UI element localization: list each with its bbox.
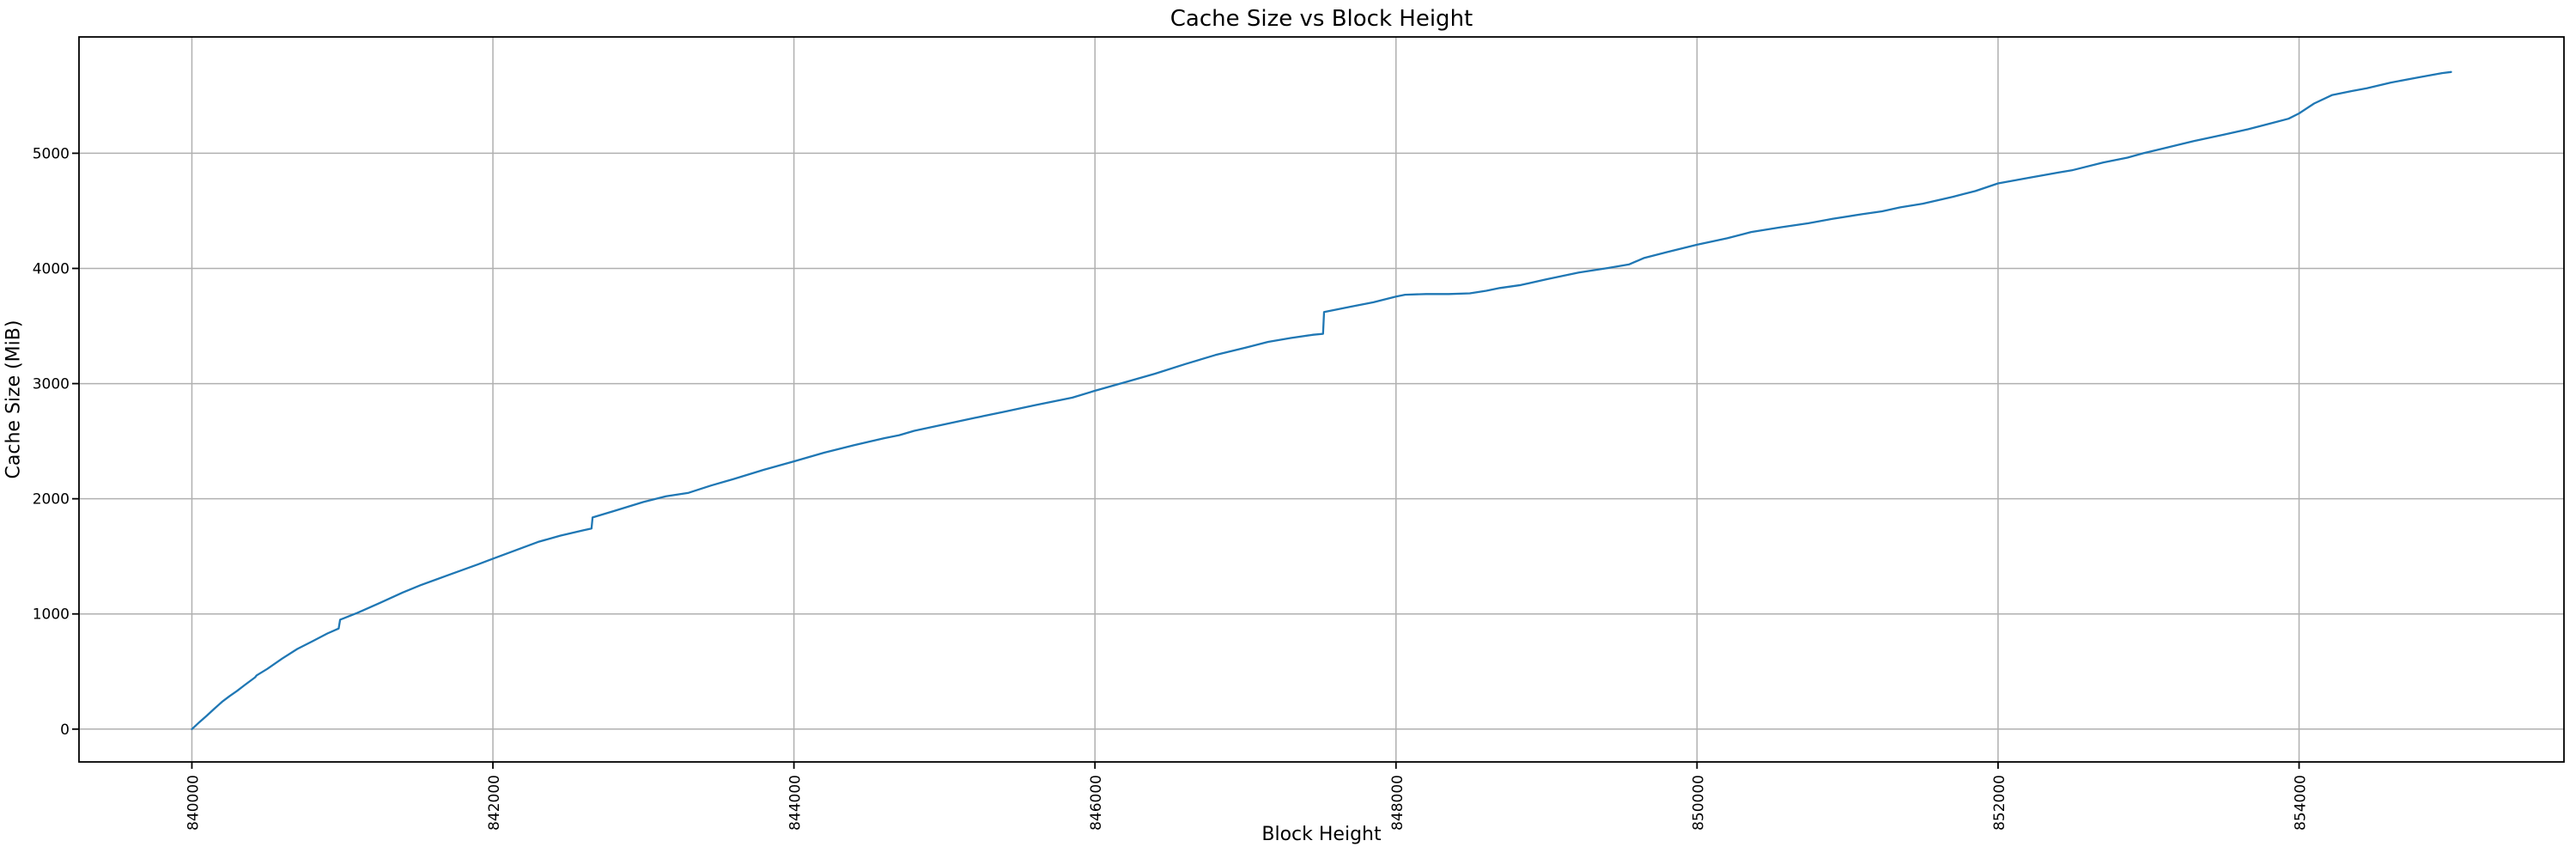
data-line-cache-size xyxy=(191,70,2452,730)
x-tick-label: 850000 xyxy=(1690,775,1707,831)
y-tick-label: 0 xyxy=(60,722,70,739)
y-tick-label: 2000 xyxy=(33,491,70,509)
x-tick-label: 854000 xyxy=(2292,775,2309,831)
x-tick-label: 842000 xyxy=(486,775,503,831)
x-tick-label: 846000 xyxy=(1088,775,1105,831)
x-tick-label: 844000 xyxy=(787,775,805,831)
plot-border xyxy=(78,36,2565,763)
chart-title: Cache Size vs Block Height xyxy=(1170,6,1473,32)
x-tick-label: 848000 xyxy=(1389,775,1406,831)
x-axis-label: Block Height xyxy=(1261,824,1382,845)
y-tick-label: 3000 xyxy=(33,376,70,393)
y-tick-label: 4000 xyxy=(33,260,70,277)
y-axis-label: Cache Size (MiB) xyxy=(3,320,25,479)
x-tick-label: 840000 xyxy=(185,775,202,831)
y-tick-label: 1000 xyxy=(33,606,70,624)
x-tick-label: 852000 xyxy=(1991,775,2008,831)
y-tick-label: 5000 xyxy=(33,145,70,162)
